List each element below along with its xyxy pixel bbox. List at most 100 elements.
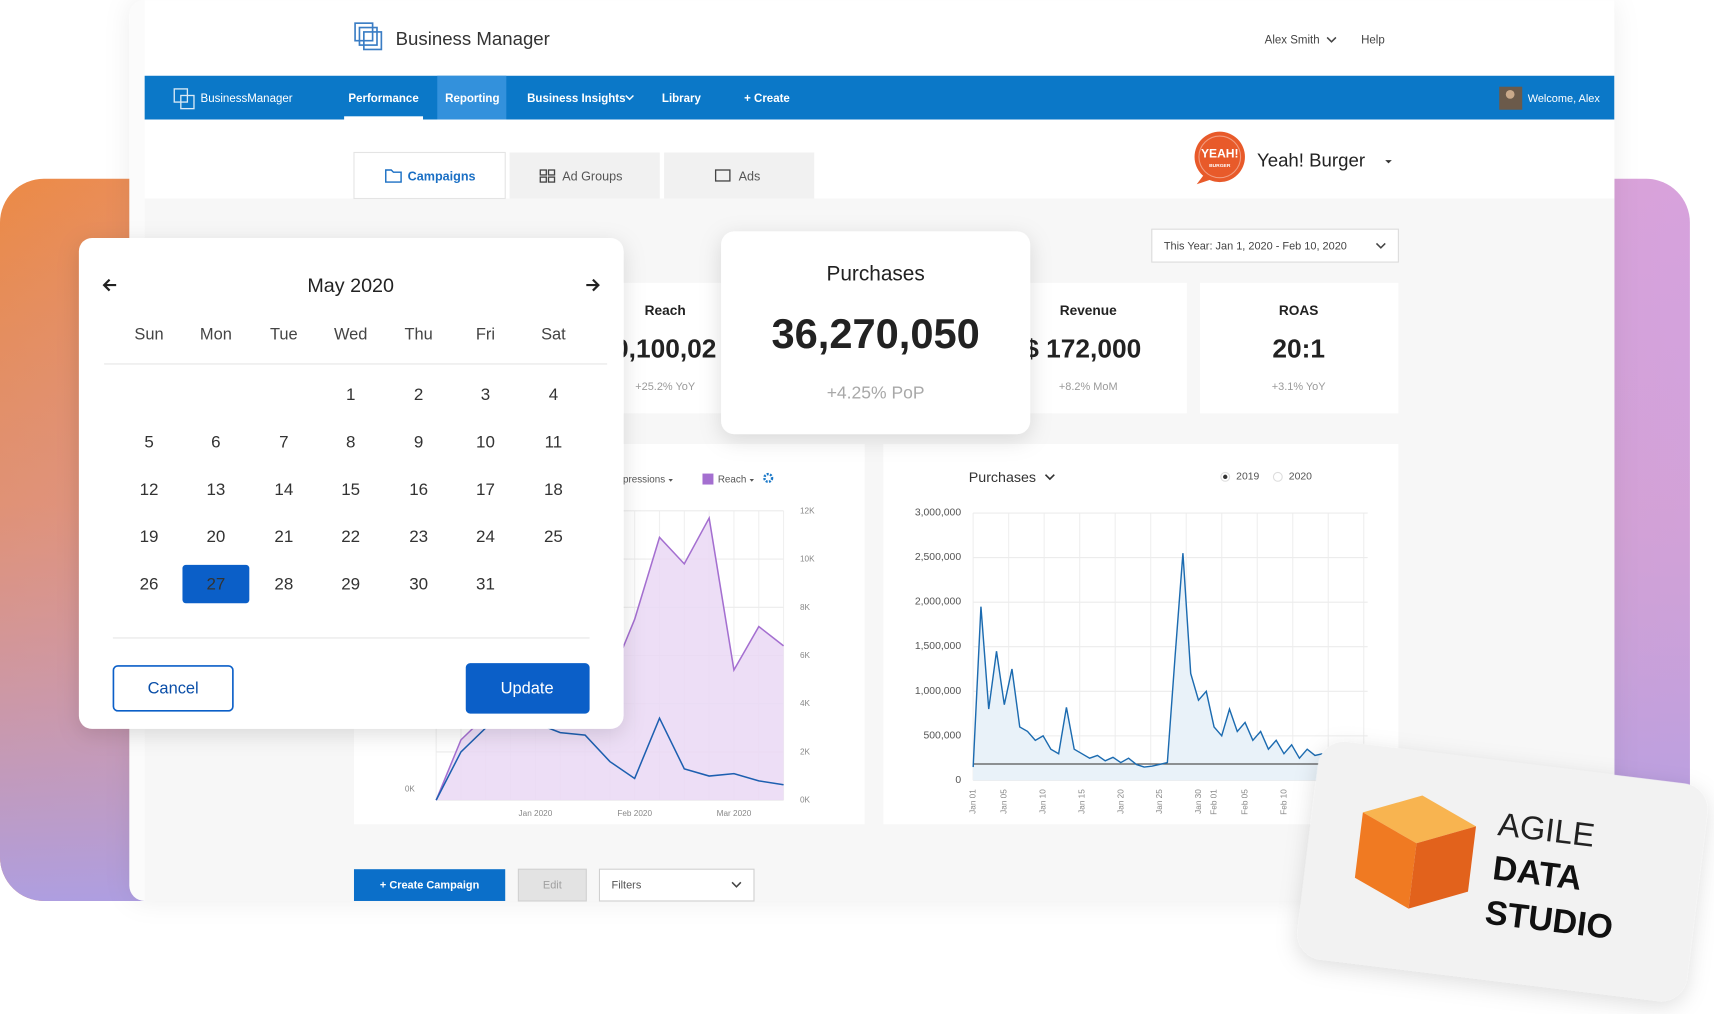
nav-item[interactable]: Business Insights <box>527 93 625 105</box>
chevron <box>1375 242 1386 249</box>
day[interactable]: 30 <box>409 575 428 594</box>
day[interactable]: 21 <box>274 527 293 546</box>
logo-text: YEAH! <box>1201 147 1238 161</box>
button-label: Cancel <box>148 679 199 697</box>
weekday: Sat <box>541 325 566 343</box>
kpi-label: ROAS <box>1279 303 1319 318</box>
tab-label[interactable]: Ads <box>739 170 761 184</box>
settings-icon[interactable] <box>763 472 774 483</box>
kpi-value: 0,100,02 <box>614 334 716 364</box>
cube-top <box>1362 795 1477 844</box>
chart-title[interactable]: Purchases <box>969 470 1036 486</box>
x-tick-label: Jan 01 <box>969 789 978 814</box>
day[interactable]: 9 <box>414 433 423 452</box>
next-month[interactable] <box>586 278 600 292</box>
day[interactable]: 4 <box>549 385 558 404</box>
x-tick-label: Jan 20 <box>1116 789 1125 814</box>
day[interactable]: 20 <box>206 527 225 546</box>
day[interactable]: 23 <box>409 527 428 546</box>
purchases-chart: Purchases 2019 2020 0 500,000 1,000,000 1,5… <box>883 443 1399 825</box>
create-button[interactable] <box>353 869 506 901</box>
account[interactable]: YEAH! BURGER Yeah! Burger <box>1194 131 1392 185</box>
day[interactable]: 5 <box>144 433 153 452</box>
header: Business Manager Alex Smith Help <box>354 22 1385 51</box>
tab[interactable] <box>353 151 506 200</box>
day[interactable]: 27 <box>206 575 225 594</box>
day[interactable]: 29 <box>341 575 360 594</box>
legend-label[interactable]: Reach <box>718 475 747 486</box>
nav-item[interactable]: Reporting <box>445 93 499 105</box>
help-link[interactable]: Help <box>1361 35 1385 47</box>
weekday: Sun <box>134 325 163 343</box>
day[interactable]: 15 <box>341 480 360 499</box>
area <box>436 518 784 801</box>
kpi-label: Revenue <box>1060 303 1117 318</box>
x-tick-label: Jan 15 <box>1077 789 1086 814</box>
day[interactable]: 8 <box>346 433 355 452</box>
prev-month[interactable] <box>102 278 117 292</box>
cancel-button[interactable] <box>112 665 234 712</box>
calendar-month: May 2020 <box>307 275 394 297</box>
day[interactable]: 22 <box>341 527 360 546</box>
logo-text: BURGER <box>1209 163 1231 169</box>
day[interactable]: 14 <box>274 480 293 499</box>
day[interactable]: 7 <box>279 433 288 452</box>
x-tick-label: Jan 25 <box>1155 789 1164 814</box>
day[interactable]: 1 <box>346 385 355 404</box>
tab[interactable] <box>509 152 660 199</box>
chevron <box>1326 36 1337 43</box>
kpi-change: +8.2% MoM <box>1059 381 1118 393</box>
caret <box>749 479 754 482</box>
day[interactable]: 12 <box>140 480 159 499</box>
day[interactable]: 11 <box>545 433 563 452</box>
nav-bar: BusinessManager Performance Reporting Bu… <box>144 75 1615 120</box>
day[interactable]: 10 <box>476 433 495 452</box>
day[interactable]: 19 <box>140 527 159 546</box>
day[interactable]: 18 <box>544 480 563 499</box>
nav-underline <box>344 116 424 120</box>
day[interactable]: 17 <box>476 480 495 499</box>
y-tick-label: 1,000,000 <box>915 686 962 697</box>
y-tick-label: 2,500,000 <box>915 552 962 563</box>
weekday: Wed <box>334 325 367 343</box>
filters-dropdown[interactable] <box>598 868 755 902</box>
day[interactable]: 6 <box>211 433 220 452</box>
chevron <box>625 94 634 101</box>
tab-label[interactable]: Campaigns <box>408 170 476 184</box>
nav-item[interactable]: + Create <box>744 93 790 105</box>
brand-name: Business Manager <box>396 28 550 49</box>
button-label: Update <box>501 679 554 697</box>
tab-icon <box>385 169 402 183</box>
kpi-label: Reach <box>645 303 686 318</box>
y-tick-label: 0 <box>955 775 961 786</box>
day[interactable]: 24 <box>476 527 495 546</box>
day[interactable]: 25 <box>544 527 563 546</box>
day[interactable]: 13 <box>206 480 225 499</box>
line <box>972 553 1323 768</box>
kpi-card: ROAS 20:1 +3.1% YoY <box>1200 282 1399 414</box>
kpi-value: 20:1 <box>1272 334 1325 364</box>
nav-item[interactable]: Library <box>662 93 702 105</box>
day[interactable]: 26 <box>140 575 159 594</box>
nav-item[interactable]: Performance <box>348 93 418 105</box>
nav-logo: BusinessManager <box>201 93 293 105</box>
legend-swatch <box>702 473 714 485</box>
day[interactable]: 31 <box>476 575 495 594</box>
selected-day <box>182 564 250 604</box>
user-menu[interactable]: Alex Smith <box>1265 35 1320 47</box>
day[interactable]: 2 <box>414 385 423 404</box>
update-button[interactable] <box>465 663 590 714</box>
x-tick-label: Jan 10 <box>1039 789 1048 814</box>
edit-button[interactable] <box>517 868 587 902</box>
legend-label[interactable]: Impressions <box>612 475 665 486</box>
y2-tick-label: 0K <box>405 785 416 794</box>
date-picker[interactable]: This Year: Jan 1, 2020 - Feb 10, 2020 <box>1151 228 1399 263</box>
day[interactable]: 28 <box>274 575 293 594</box>
tab[interactable] <box>664 152 815 199</box>
day[interactable]: 16 <box>409 480 428 499</box>
cube-left <box>1354 812 1417 909</box>
tab-label[interactable]: Ad Groups <box>562 170 622 184</box>
y-tick-label: 500,000 <box>923 730 961 741</box>
day[interactable]: 3 <box>481 385 490 404</box>
legend-marker[interactable] <box>1272 471 1283 482</box>
